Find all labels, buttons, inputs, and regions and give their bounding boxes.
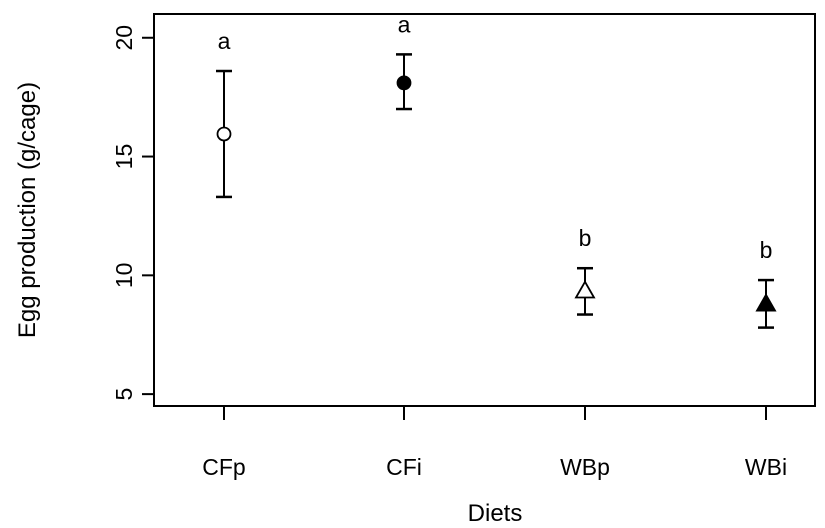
y-tick-label: 15 (111, 144, 137, 170)
x-tick-label: WBp (560, 454, 610, 480)
y-axis: 5 10 15 20 (111, 25, 154, 401)
x-tick-label: CFi (386, 454, 422, 480)
group-label-WBp: b (579, 225, 592, 251)
x-tick-label: WBi (745, 454, 787, 480)
y-tick-label: 20 (111, 25, 137, 51)
group-label-CFp: a (218, 28, 231, 54)
data-point-CFi (396, 75, 412, 91)
x-axis: CFp CFi WBp WBi (202, 406, 787, 480)
plot-frame (153, 13, 816, 407)
data-point-WBi (755, 293, 777, 312)
y-tick-label: 5 (111, 388, 137, 401)
data-point-WBp (574, 279, 596, 299)
y-axis-title: Egg production (g/cage) (14, 82, 41, 338)
x-axis-title: Diets (468, 500, 523, 527)
x-tick-label: CFp (202, 454, 245, 480)
data-point-CFp (216, 126, 232, 142)
group-label-CFi: a (398, 11, 411, 37)
data-marks: a a b b (216, 11, 777, 329)
group-label-WBi: b (760, 237, 773, 263)
y-tick-label: 10 (111, 263, 137, 289)
